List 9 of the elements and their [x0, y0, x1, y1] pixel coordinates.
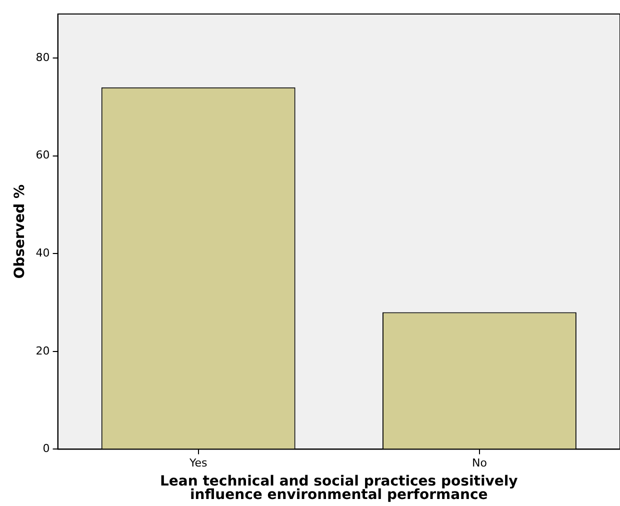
- y-tick-label: 60: [36, 148, 50, 162]
- x-tick-label: No: [472, 456, 488, 470]
- y-tick-label: 80: [36, 50, 50, 64]
- y-tick-label: 40: [36, 246, 50, 260]
- y-tick-label: 0: [42, 442, 50, 456]
- y-axis-title: Observed %: [12, 184, 28, 279]
- x-axis-title: Lean technical and social practices positively influence environmental performance: [160, 474, 518, 503]
- x-tick-label: Yes: [188, 456, 208, 470]
- y-tick-label: 20: [36, 344, 50, 358]
